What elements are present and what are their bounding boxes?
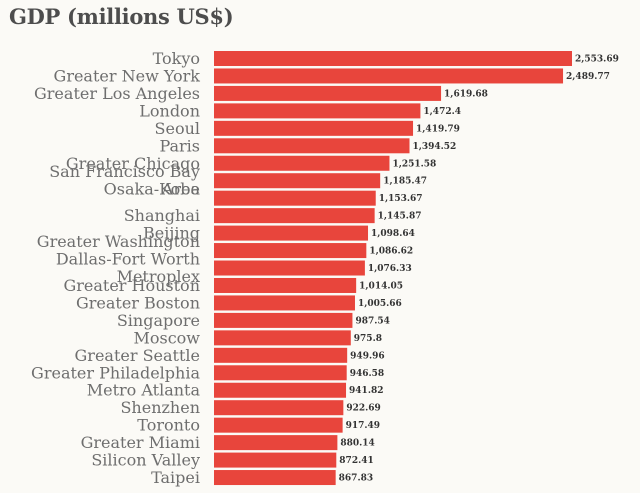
bar-15 xyxy=(214,312,353,328)
bar-3 xyxy=(214,103,421,119)
category-label-24: Taipei xyxy=(151,468,200,487)
bar-24 xyxy=(214,470,336,486)
category-label-10: Beijing xyxy=(143,224,200,243)
category-label-22: Greater Miami xyxy=(81,433,200,452)
category-label-9: Shanghai xyxy=(124,206,200,225)
value-label-7: 1,185.47 xyxy=(383,177,427,187)
bar-19 xyxy=(214,382,347,398)
chart-title: GDP (millions US$) xyxy=(9,4,234,29)
category-label-1: Greater New York xyxy=(54,66,201,85)
bar-0 xyxy=(214,51,572,66)
category-label-3: London xyxy=(139,101,200,120)
value-label-23: 872.41 xyxy=(339,456,373,466)
category-label-16: Moscow xyxy=(133,328,200,347)
bar-13 xyxy=(214,277,357,293)
bar-16 xyxy=(214,330,351,346)
category-label-2: Greater Los Angeles xyxy=(34,84,200,103)
value-label-20: 922.69 xyxy=(346,404,380,414)
bar-4 xyxy=(214,120,414,136)
value-label-18: 946.58 xyxy=(350,369,384,379)
value-label-12: 1,076.33 xyxy=(368,264,412,274)
value-label-0: 2,553.69 xyxy=(575,55,619,65)
bar-1 xyxy=(214,68,564,84)
value-label-16: 975.8 xyxy=(354,334,382,344)
bar-9 xyxy=(214,208,375,224)
value-label-9: 1,145.87 xyxy=(378,212,422,222)
bar-10 xyxy=(214,225,369,241)
value-label-24: 867.83 xyxy=(339,474,373,484)
category-label-7: San Francisco Bay Area xyxy=(49,162,200,199)
category-label-4: Seoul xyxy=(155,119,200,138)
value-label-15: 987.54 xyxy=(355,316,389,326)
bar-2 xyxy=(214,85,442,101)
value-label-22: 880.14 xyxy=(340,439,374,449)
value-label-3: 1,472.4 xyxy=(423,107,461,117)
value-label-1: 2,489.77 xyxy=(566,72,610,82)
bar-12 xyxy=(214,260,365,276)
category-label-5: Paris xyxy=(159,136,200,155)
bar-18 xyxy=(214,365,347,381)
value-label-10: 1,098.64 xyxy=(371,229,415,239)
bar-22 xyxy=(214,435,338,451)
bar-7 xyxy=(214,173,381,189)
bar-20 xyxy=(214,400,344,416)
bar-14 xyxy=(214,295,355,311)
value-label-14: 1,005.66 xyxy=(358,299,402,309)
category-label-14: Greater Boston xyxy=(76,293,200,312)
bar-17 xyxy=(214,347,348,363)
category-label-11: Greater Washington xyxy=(37,232,200,251)
value-label-11: 1,086.62 xyxy=(369,247,413,257)
value-label-5: 1,394.52 xyxy=(412,142,456,152)
value-label-19: 941.82 xyxy=(349,386,383,396)
value-label-13: 1,014.05 xyxy=(359,281,403,291)
category-label-19: Metro Atlanta xyxy=(87,381,201,400)
category-label-17: Greater Seattle xyxy=(75,346,200,365)
value-label-17: 949.96 xyxy=(350,351,384,361)
category-label-6: Greater Chicago xyxy=(66,154,200,173)
category-label-15: Singapore xyxy=(117,311,200,330)
value-label-8: 1,153.67 xyxy=(379,194,423,204)
value-label-4: 1,419.79 xyxy=(416,124,460,134)
bar-11 xyxy=(214,243,367,259)
bar-8 xyxy=(214,190,376,206)
bars-group xyxy=(214,51,572,486)
category-label-23: Silicon Valley xyxy=(91,451,200,470)
category-label-12: Dallas-Fort Worth Metroplex xyxy=(56,250,200,287)
bar-6 xyxy=(214,155,390,171)
category-label-21: Toronto xyxy=(137,416,200,435)
bar-5 xyxy=(214,138,410,154)
value-label-2: 1,619.68 xyxy=(444,89,488,99)
value-labels-group: 2,553.69 2,489.77 1,619.68 1,472.4 1,419.79 1… xyxy=(339,55,619,484)
category-label-8: Osaka-Kobe xyxy=(104,180,200,199)
category-label-18: Greater Philadelphia xyxy=(31,363,200,382)
category-label-13: Greater Houston xyxy=(63,276,200,295)
value-label-21: 917.49 xyxy=(346,421,380,431)
category-label-0: Tokyo xyxy=(153,49,200,68)
bar-23 xyxy=(214,452,337,468)
category-label-20: Shenzhen xyxy=(120,398,200,417)
value-label-6: 1,251.58 xyxy=(392,159,436,169)
bar-21 xyxy=(214,417,343,433)
